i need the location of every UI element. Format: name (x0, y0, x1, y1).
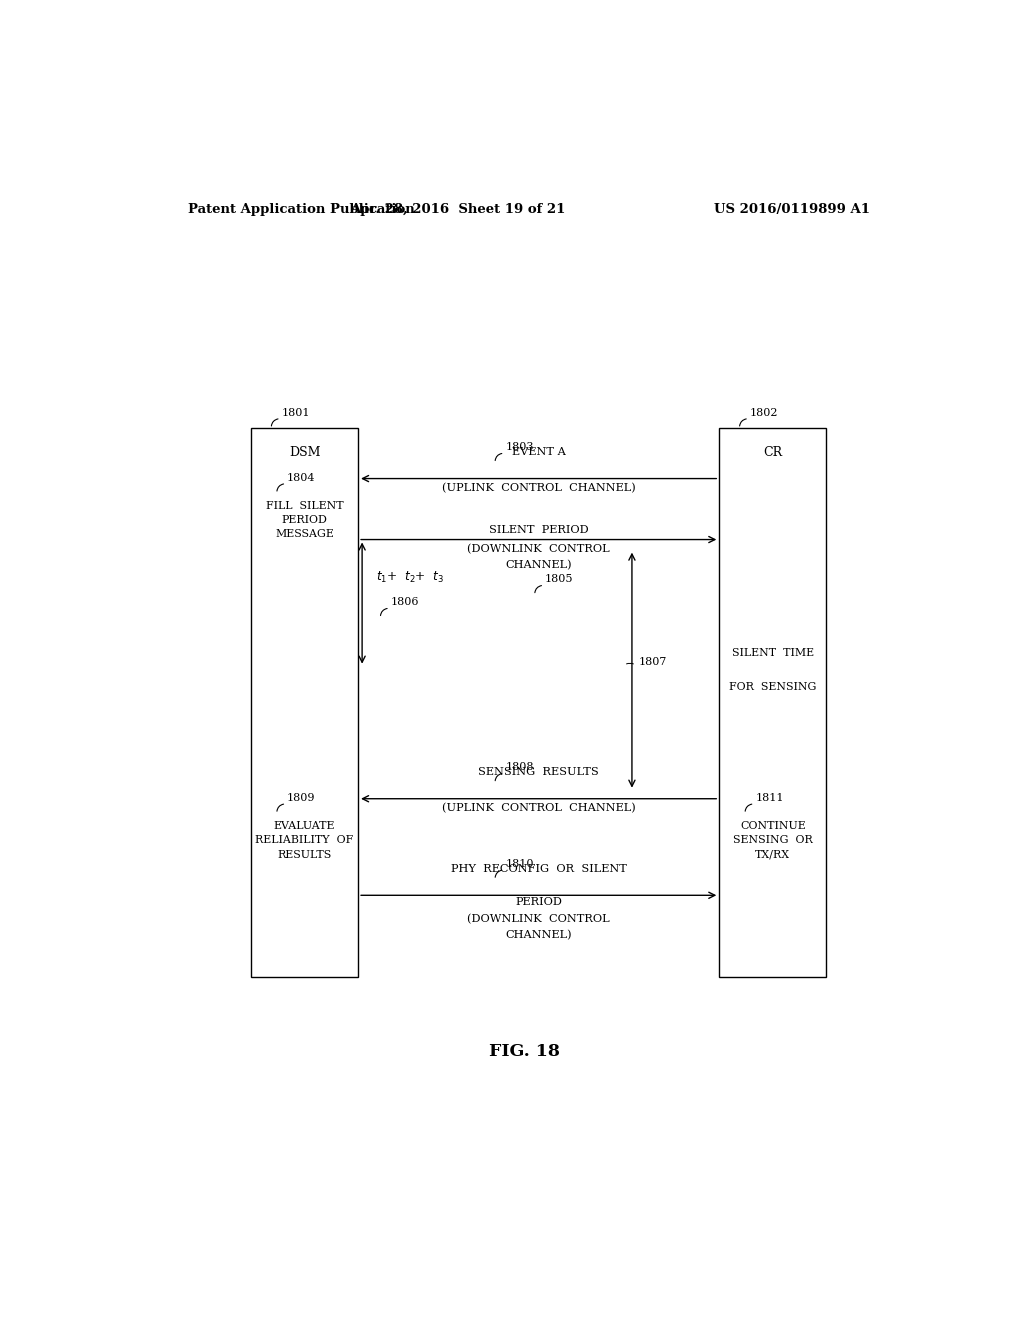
Text: CR: CR (763, 446, 782, 459)
Text: CHANNEL): CHANNEL) (506, 560, 572, 570)
Text: CONTINUE: CONTINUE (740, 821, 806, 832)
Text: 1805: 1805 (545, 574, 573, 585)
Text: 1802: 1802 (750, 408, 778, 417)
Text: TX/RX: TX/RX (756, 850, 791, 859)
Text: SENSING  OR: SENSING OR (733, 836, 813, 845)
Text: (UPLINK  CONTROL  CHANNEL): (UPLINK CONTROL CHANNEL) (441, 803, 636, 813)
Text: 1809: 1809 (287, 793, 315, 803)
Text: FILL  SILENT: FILL SILENT (266, 500, 343, 511)
Text: RESULTS: RESULTS (278, 850, 332, 859)
Text: FIG. 18: FIG. 18 (489, 1043, 560, 1060)
Text: 1801: 1801 (282, 408, 310, 417)
Text: EVENT A: EVENT A (512, 447, 565, 457)
Text: RELIABILITY  OF: RELIABILITY OF (255, 836, 353, 845)
Bar (719, 428, 826, 977)
Text: SILENT  PERIOD: SILENT PERIOD (488, 525, 589, 536)
Text: SENSING  RESULTS: SENSING RESULTS (478, 767, 599, 777)
Text: 1804: 1804 (287, 473, 315, 483)
Text: SILENT  TIME: SILENT TIME (732, 648, 814, 657)
Text: PERIOD: PERIOD (515, 898, 562, 907)
Text: $t_1$+  $t_2$+  $t_3$: $t_1$+ $t_2$+ $t_3$ (377, 570, 444, 585)
Text: DSM: DSM (289, 446, 321, 459)
Text: 1803: 1803 (506, 442, 534, 453)
Text: 1806: 1806 (391, 597, 419, 607)
Text: Apr. 28, 2016  Sheet 19 of 21: Apr. 28, 2016 Sheet 19 of 21 (349, 203, 565, 215)
Text: 1808: 1808 (506, 763, 534, 772)
Text: FOR  SENSING: FOR SENSING (729, 682, 816, 693)
Text: CHANNEL): CHANNEL) (506, 929, 572, 940)
Text: Patent Application Publication: Patent Application Publication (187, 203, 415, 215)
Bar (251, 428, 358, 977)
Text: (DOWNLINK  CONTROL: (DOWNLINK CONTROL (467, 544, 610, 554)
Text: (DOWNLINK  CONTROL: (DOWNLINK CONTROL (467, 913, 610, 924)
Text: MESSAGE: MESSAGE (275, 529, 334, 540)
Text: EVALUATE: EVALUATE (273, 821, 335, 832)
Text: 1811: 1811 (756, 793, 783, 803)
Text: US 2016/0119899 A1: US 2016/0119899 A1 (714, 203, 870, 215)
Text: (UPLINK  CONTROL  CHANNEL): (UPLINK CONTROL CHANNEL) (441, 483, 636, 492)
Text: PHY  RECONFIG  OR  SILENT: PHY RECONFIG OR SILENT (451, 865, 627, 874)
Text: 1807: 1807 (638, 657, 667, 667)
Text: 1810: 1810 (506, 859, 534, 869)
Text: PERIOD: PERIOD (282, 515, 328, 525)
